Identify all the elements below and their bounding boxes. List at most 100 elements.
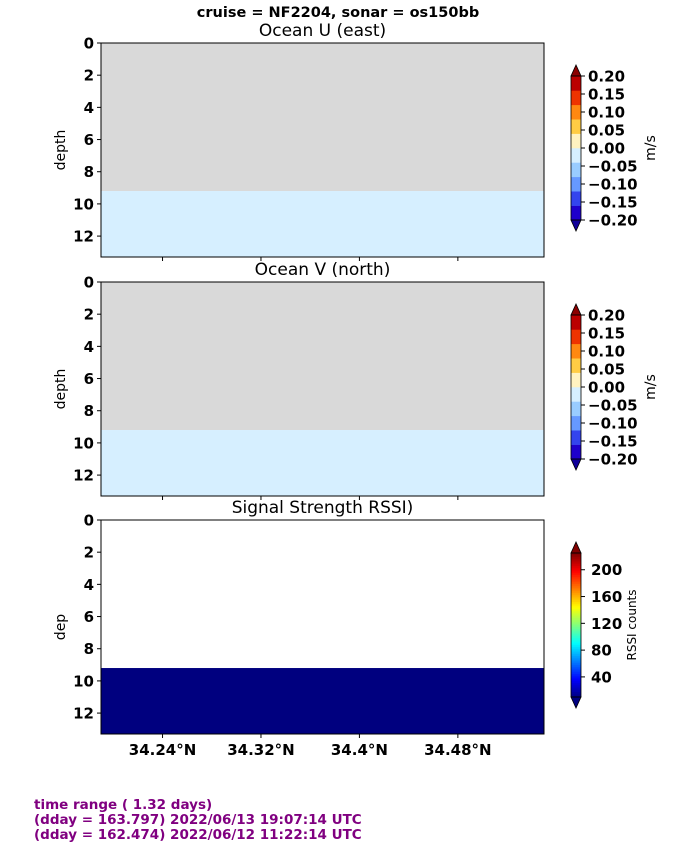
colorbar-segment [571,650,581,653]
colorbar-segment [571,574,581,577]
colorbar-segment [571,612,581,615]
time-range-footer: time range ( 1.32 days) (dday = 163.797)… [34,798,362,843]
colorbar-segment [571,680,581,683]
colorbar-tick-label: 0.00 [588,140,625,158]
colorbar-segment [571,628,581,631]
colorbar-segment [571,632,581,635]
y-tick-label: 4 [84,99,94,117]
colorbar-segment [571,76,581,91]
y-tick-label: 8 [84,163,94,181]
colorbar-segment [571,655,581,658]
heatmap-band-1 [101,520,544,669]
colorbar-segment [571,691,581,694]
colorbar-segment [571,358,581,373]
colorbar-tick-label: 0.15 [588,325,625,343]
colorbar-tick-label: −0.15 [588,194,638,212]
colorbar-tick-label: −0.05 [588,158,638,176]
axes-frame [100,519,545,735]
panel-2: Ocean V (north) 0 2 4 6 8 10 12 depth 0.200.150.1… [53,260,659,500]
colorbar-tick-label: 0.05 [588,122,625,140]
panel-title: Ocean V (north) [255,260,391,280]
colorbar-segment [571,621,581,624]
colorbar-segment [571,571,581,574]
colorbar-segment [571,176,581,192]
colorbar-segment [571,695,581,698]
y-axis-label: depth [53,369,69,410]
colorbar-segment [571,689,581,692]
y-tick-label: 4 [84,338,94,356]
colorbar-segment [571,652,581,655]
colorbar-segment [571,401,581,417]
colorbar-extend-bottom [570,696,582,709]
colorbar-segment [571,653,581,656]
colorbar: 0.200.150.100.050.00−0.05−0.10−0.15−0.20… [570,64,659,232]
colorbar-segment [571,643,581,646]
colorbar-tick-label: −0.10 [588,176,638,194]
colorbar-segment [571,558,581,561]
colorbar-segment [571,562,581,565]
x-tick-label: 34.32°N [227,741,295,759]
colorbar-segment [571,616,581,619]
colorbar-segment [571,329,581,345]
colorbar-segment [571,673,581,676]
colorbar-segment [571,626,581,629]
x-tick-label: 34.24°N [129,741,197,759]
colorbar-segment [571,679,581,682]
colorbar-segment [571,556,581,559]
colorbar: 0.200.150.100.050.00−0.05−0.10−0.15−0.20… [570,303,659,471]
colorbar-segment [571,688,581,691]
colorbar-segment [571,661,581,664]
panel-title: Signal Strength RSSI) [232,498,414,518]
colorbar-label: m/s [643,135,659,161]
colorbar-segment [571,580,581,583]
colorbar-segment [571,666,581,669]
colorbar-tick-label: −0.15 [588,433,638,451]
colorbar-segment [571,372,581,388]
colorbar-segment [571,589,581,592]
panel-3: Signal Strength RSSI) 0 2 4 6 8 10 12 dep 34.24°N… [53,498,639,759]
x-tick-label: 34.4°N [331,741,388,759]
colorbar-segment [571,614,581,617]
panel-title: Ocean U (east) [259,21,386,41]
colorbar-segment [571,415,581,431]
colorbar-segment [571,670,581,673]
colorbar-segment [571,567,581,570]
heatmap-band-1 [101,282,544,431]
colorbar-segment [571,684,581,687]
y-tick-label: 6 [84,608,94,626]
y-tick-label: 8 [84,402,94,420]
colorbar-frame [570,552,582,698]
colorbar-frame [570,314,582,460]
colorbar-segment [571,619,581,622]
colorbar-segment [571,675,581,678]
colorbar-segment [571,625,581,628]
colorbar-tick-label: 120 [591,615,622,633]
y-tick-label: 10 [73,195,94,213]
colorbar-tick-label: 0.20 [588,307,625,325]
heatmap-band-2 [101,430,544,496]
y-axis-label: dep [53,614,69,641]
colorbar-segment [571,387,581,402]
y-tick-label: 10 [73,672,94,690]
colorbar-segment [571,104,581,120]
y-tick-label: 0 [84,274,94,292]
colorbar-frame [570,75,582,221]
colorbar-segment [571,635,581,638]
y-tick-label: 12 [73,467,94,485]
colorbar-segment [571,623,581,626]
time-range-label: time range ( 1.32 days) [34,797,213,813]
colorbar-segment [571,590,581,593]
y-tick-label: 2 [84,306,94,324]
heatmap-band-2 [101,668,544,734]
colorbar-segment [571,572,581,575]
colorbar-segment [571,565,581,568]
axes-frame [100,281,545,497]
colorbar-segment [571,671,581,674]
colorbar-segment [571,664,581,667]
colorbar-segment [571,634,581,637]
colorbar-segment [571,554,581,557]
colorbar-segment [571,133,581,149]
colorbar-segment [571,657,581,660]
axes-frame [100,42,545,258]
